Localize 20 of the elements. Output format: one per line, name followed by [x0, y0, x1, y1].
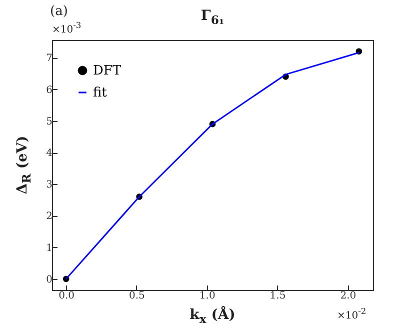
x-tick-label: 1.0	[199, 290, 216, 302]
chart-title: Γ$_{6₁}$	[200, 8, 224, 27]
x-tick-label: 0.0	[58, 290, 75, 302]
x-tick-label: 1.5	[270, 290, 286, 302]
x-tick-label: 0.5	[129, 290, 145, 302]
text: (a)	[50, 4, 68, 19]
legend-label: fit	[93, 86, 108, 100]
y-tick-label: 0	[46, 274, 52, 286]
x-tick-label: 2.0	[340, 290, 356, 302]
y-tick-label: 4	[46, 148, 52, 160]
y-tick-label: 1	[46, 242, 52, 254]
y-tick-label: 7	[46, 53, 52, 64]
y-tick-label: 2	[46, 211, 52, 222]
text: ×10$^{-3}$	[52, 20, 82, 36]
legend-label: DFT	[93, 64, 122, 78]
text: ×10$^{-2}$	[337, 306, 366, 322]
x-axis-title: k$_{x}$ (Å)	[190, 307, 236, 326]
y-tick-label: 3	[46, 180, 52, 191]
y-tick-label: 6	[46, 84, 52, 96]
y-tick-label: 5	[46, 116, 52, 128]
